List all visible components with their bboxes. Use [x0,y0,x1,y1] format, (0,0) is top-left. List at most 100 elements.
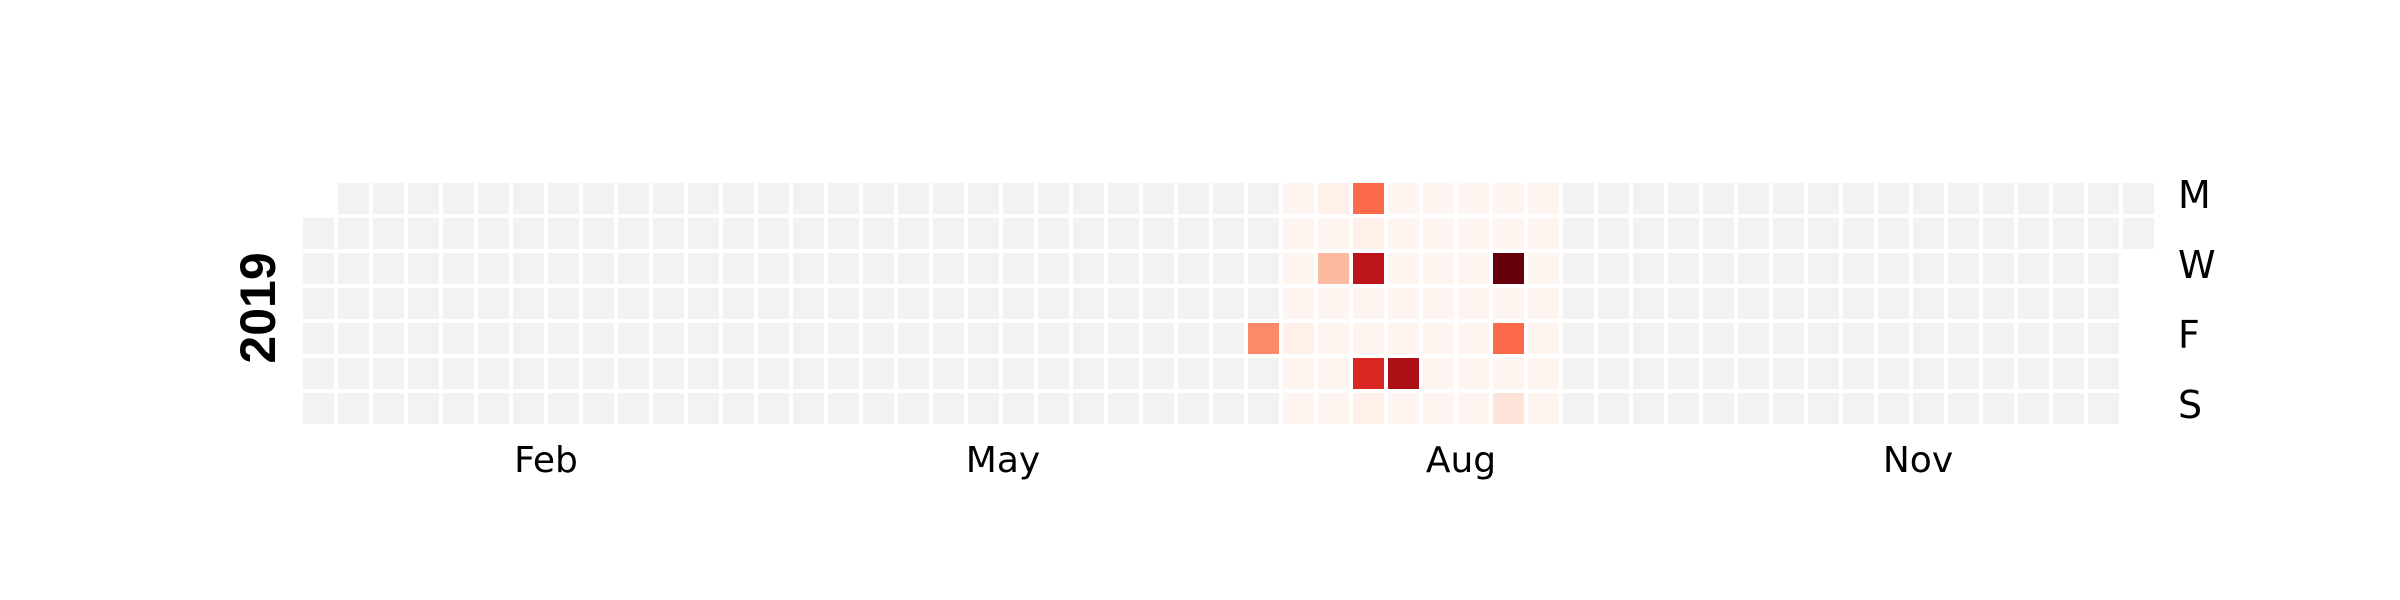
heatmap-cell-2019-06-26 [1178,253,1209,284]
heatmap-cell-2019-04-12 [793,323,824,354]
heatmap-cell-2019-04-29 [898,183,929,214]
heatmap-cell-2019-02-12 [513,218,544,249]
heatmap-cell-2019-03-07 [618,288,649,319]
heatmap-cell-2019-06-13 [1108,288,1139,319]
heatmap-cell-2019-06-21 [1143,323,1174,354]
heatmap-cell-2019-03-23 [688,358,719,389]
heatmap-cell-2019-04-30 [898,218,929,249]
heatmap-cell-2019-08-18 [1423,393,1454,424]
heatmap-cell-2019-03-27 [723,253,754,284]
heatmap-cell-2019-12-06 [1983,323,2014,354]
heatmap-cell-2019-05-13 [968,183,999,214]
heatmap-cell-2019-05-05 [898,393,929,424]
heatmap-cell-2019-03-25 [723,183,754,214]
heatmap-cell-2019-05-01 [898,253,929,284]
heatmap-cell-2019-04-17 [828,253,859,284]
heatmap-cell-2019-03-22 [688,323,719,354]
heatmap-cell-2019-06-08 [1073,358,1104,389]
heatmap-cell-2019-08-03 [1353,358,1384,389]
heatmap-cell-2019-09-04 [1528,253,1559,284]
heatmap-cell-2019-11-24 [1913,393,1944,424]
heatmap-cell-2019-08-28 [1493,253,1524,284]
heatmap-cell-2019-08-30 [1493,323,1524,354]
heatmap-cell-2019-12-31 [2123,218,2154,249]
heatmap-cell-2019-06-02 [1038,393,1069,424]
heatmap-cell-2019-07-22 [1318,183,1349,214]
heatmap-cell-2019-03-01 [583,323,614,354]
heatmap-cell-2019-04-19 [828,323,859,354]
month-label-aug: Aug [1426,440,1496,481]
heatmap-cell-2019-03-31 [723,393,754,424]
heatmap-cell-2019-04-26 [863,323,894,354]
heatmap-cell-2019-12-10 [2018,218,2049,249]
heatmap-cell-2019-07-10 [1248,253,1279,284]
heatmap-cell-2019-01-18 [373,323,404,354]
heatmap-cell-2019-10-30 [1808,253,1839,284]
heatmap-cell-2019-09-16 [1598,183,1629,214]
heatmap-cell-2019-05-25 [1003,358,1034,389]
heatmap-cell-2019-01-14 [373,183,404,214]
heatmap-cell-2019-12-24 [2088,218,2119,249]
heatmap-cell-2019-02-24 [548,393,579,424]
heatmap-cell-2019-10-27 [1773,393,1804,424]
heatmap-cell-2019-08-05 [1388,183,1419,214]
heatmap-cell-2019-03-03 [583,393,614,424]
heatmap-cell-2019-07-20 [1283,358,1314,389]
heatmap-cell-2019-02-09 [478,358,509,389]
heatmap-cell-2019-05-22 [1003,253,1034,284]
heatmap-cell-2019-04-11 [793,288,824,319]
heatmap-cell-2019-08-29 [1493,288,1524,319]
heatmap-cell-2019-10-26 [1773,358,1804,389]
heatmap-cell-2019-03-21 [688,288,719,319]
heatmap-cell-2019-01-31 [443,288,474,319]
heatmap-cell-2019-12-15 [2018,393,2049,424]
heatmap-cell-2019-02-23 [548,358,579,389]
heatmap-cell-2019-09-28 [1633,358,1664,389]
weekday-label-mon: M [2178,173,2211,217]
heatmap-cell-2019-11-23 [1913,358,1944,389]
heatmap-cell-2019-03-14 [653,288,684,319]
heatmap-cell-2019-01-20 [373,393,404,424]
heatmap-cell-2019-03-09 [618,358,649,389]
heatmap-cell-2019-05-30 [1038,288,1069,319]
heatmap-cell-2019-03-18 [688,183,719,214]
heatmap-cell-2019-04-13 [793,358,824,389]
heatmap-cell-2019-08-07 [1388,253,1419,284]
heatmap-cell-2019-05-23 [1003,288,1034,319]
heatmap-cell-2019-06-01 [1038,358,1069,389]
heatmap-cell-2019-04-03 [758,253,789,284]
heatmap-cell-2019-09-27 [1633,323,1664,354]
heatmap-cell-2019-09-25 [1633,253,1664,284]
heatmap-cell-2019-07-14 [1248,393,1279,424]
heatmap-cell-2019-12-01 [1948,393,1979,424]
heatmap-cell-2019-05-26 [1003,393,1034,424]
heatmap-cell-2019-04-15 [828,183,859,214]
heatmap-cell-2019-03-08 [618,323,649,354]
heatmap-cell-2019-08-15 [1423,288,1454,319]
heatmap-cell-2019-02-28 [583,288,614,319]
heatmap-cell-2019-12-28 [2088,358,2119,389]
heatmap-cell-2019-10-19 [1738,358,1769,389]
heatmap-cell-2019-04-28 [863,393,894,424]
heatmap-cell-2019-09-13 [1563,323,1594,354]
heatmap-cell-2019-06-22 [1143,358,1174,389]
heatmap-cell-2019-03-02 [583,358,614,389]
heatmap-cell-2019-09-18 [1598,253,1629,284]
heatmap-cell-2019-01-22 [408,218,439,249]
heatmap-cell-2019-05-09 [933,288,964,319]
heatmap-cell-2019-03-26 [723,218,754,249]
heatmap-cell-2019-11-18 [1913,183,1944,214]
month-label-may: May [966,440,1040,481]
heatmap-cell-2019-10-20 [1738,393,1769,424]
heatmap-cell-2019-02-20 [548,253,579,284]
heatmap-cell-2019-03-30 [723,358,754,389]
heatmap-cell-2019-02-22 [548,323,579,354]
heatmap-cell-2019-07-11 [1248,288,1279,319]
heatmap-cell-2019-12-29 [2088,393,2119,424]
heatmap-cell-2019-01-28 [443,183,474,214]
heatmap-cell-2019-11-13 [1878,253,1909,284]
heatmap-cell-2019-11-27 [1948,253,1979,284]
heatmap-cell-2019-10-10 [1703,288,1734,319]
heatmap-cell-2019-07-08 [1248,183,1279,214]
